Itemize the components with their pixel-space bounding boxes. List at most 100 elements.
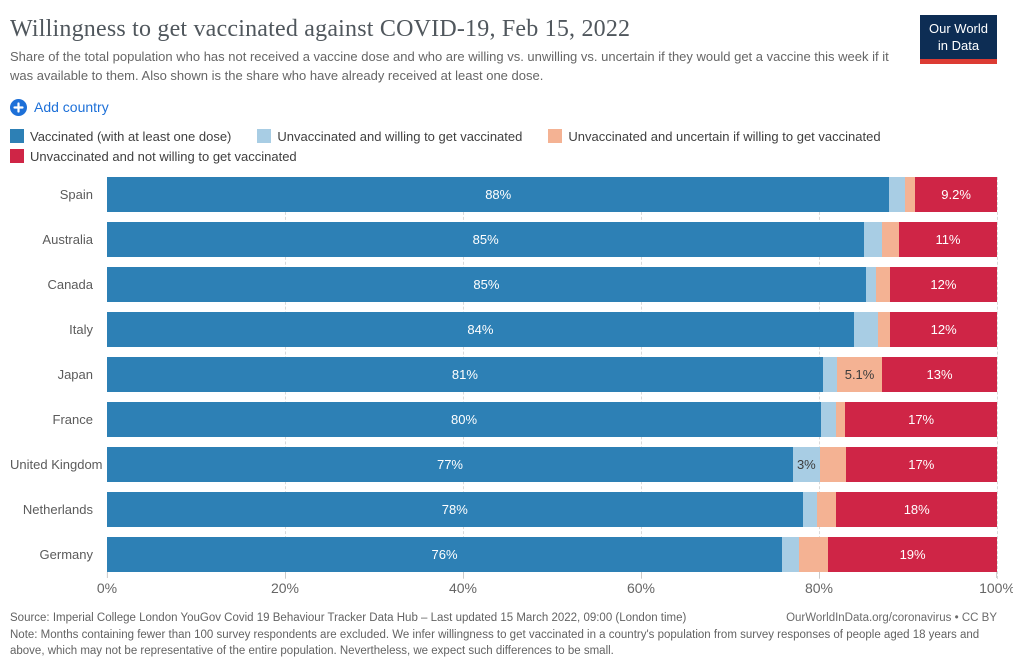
country-label: France [52, 411, 93, 427]
bar-segment-willing[interactable] [889, 176, 906, 212]
tick-label: 20% [270, 579, 300, 596]
bar-segment-unwilling[interactable]: 17% [845, 446, 997, 482]
tick-label: 40% [448, 579, 478, 596]
bar-value-label: 88% [485, 186, 512, 202]
bar-segment-willing[interactable] [853, 311, 878, 347]
page-title: Willingness to get vaccinated against CO… [10, 16, 631, 42]
bar-value-label: 18% [903, 501, 930, 517]
bar-value-label: 78% [441, 501, 468, 517]
bar-segment-uncertain[interactable] [836, 401, 846, 437]
bar-segment-unwilling[interactable]: 19% [828, 536, 997, 572]
legend-swatch-icon [257, 129, 272, 144]
legend-item-willing[interactable]: Unvaccinated and willing to get vaccinat… [257, 129, 522, 144]
bar-segment-willing[interactable] [864, 221, 883, 257]
chart-row: Germany 76% 19% [10, 536, 997, 572]
x-tick-80: 80% [804, 571, 834, 596]
legend-label: Unvaccinated and willing to get vaccinat… [277, 128, 523, 144]
bar-value-label: 85% [473, 276, 500, 292]
bar-segment-willing[interactable] [865, 266, 877, 302]
chart-row: France 80% 17% [10, 401, 997, 437]
bar-segment-willing[interactable] [782, 536, 799, 572]
bar-track: 76% 19% [107, 536, 997, 572]
country-label: Germany [39, 546, 93, 562]
country-label: Spain [59, 186, 93, 202]
x-tick-0: 0% [97, 571, 117, 596]
bar-segment-vaccinated[interactable]: 81% [107, 356, 823, 392]
bar-segment-willing[interactable] [821, 401, 837, 437]
bar-segment-vaccinated[interactable]: 78% [107, 491, 803, 527]
bar-value-label: 17% [908, 456, 935, 472]
bar-segment-unwilling[interactable]: 12% [890, 311, 997, 347]
tick-label: 80% [804, 579, 834, 596]
chart-row: Italy 84% 12% [10, 311, 997, 347]
bar-segment-vaccinated[interactable]: 85% [107, 266, 866, 302]
legend-item-vaccinated[interactable]: Vaccinated (with at least one dose) [10, 129, 231, 144]
tick-label: 100% [979, 579, 1013, 596]
bar-segment-unwilling[interactable]: 13% [882, 356, 997, 392]
bar-track: 80% 17% [107, 401, 997, 437]
chart-row: Australia 85% 11% [10, 221, 997, 257]
owid-logo-line2: in Data [937, 37, 980, 53]
bar-segment-unwilling[interactable]: 12% [889, 266, 997, 302]
owid-logo[interactable]: Our World in Data [920, 15, 997, 64]
legend-item-uncertain[interactable]: Unvaccinated and uncertain if willing to… [548, 129, 881, 144]
bar-track: 81% 5.1% 13% [107, 356, 997, 392]
x-tick-40: 40% [448, 571, 478, 596]
bar-track: 88% 9.2% [107, 176, 997, 212]
bar-track: 85% 11% [107, 221, 997, 257]
tick-mark [996, 571, 998, 578]
bar-value-label: 9.2% [941, 186, 971, 202]
plus-circle-icon [10, 98, 27, 116]
bar-segment-vaccinated[interactable]: 80% [107, 401, 822, 437]
bar-value-label: 84% [467, 321, 494, 337]
x-axis: 0% 20% 40% 60% 80% 100% [97, 571, 1013, 602]
chart-legend: Vaccinated (with at least one dose) Unvac… [10, 129, 997, 164]
add-country-button[interactable]: Add country [10, 98, 109, 116]
bar-segment-uncertain[interactable] [905, 176, 916, 212]
note-text: Note: Months containing fewer than 100 s… [10, 628, 980, 657]
owid-link[interactable]: OurWorldInData.org/coronavirus • CC BY [786, 611, 997, 624]
bar-segment-uncertain[interactable] [816, 491, 837, 527]
bar-segment-vaccinated[interactable]: 76% [107, 536, 783, 572]
bar-segment-uncertain[interactable] [819, 446, 846, 482]
bar-value-label: 13% [926, 366, 953, 382]
chart-row: Netherlands 78% 18% [10, 491, 997, 527]
bar-segment-unwilling[interactable]: 17% [845, 401, 997, 437]
bar-value-label: 17% [908, 411, 935, 427]
legend-item-unwilling[interactable]: Unvaccinated and not willing to get vacc… [10, 149, 297, 164]
tick-mark [462, 571, 464, 578]
bar-segment-uncertain[interactable] [798, 536, 829, 572]
add-country-label: Add country [34, 99, 109, 116]
bar-track: 84% 12% [107, 311, 997, 347]
bar-segment-vaccinated[interactable]: 84% [107, 311, 854, 347]
bar-segment-willing[interactable] [822, 356, 838, 392]
bar-value-label: 12% [930, 276, 957, 292]
legend-swatch-icon [10, 129, 24, 144]
bar-segment-vaccinated[interactable]: 88% [107, 176, 890, 212]
chart-row: Spain 88% 9.2% [10, 176, 997, 212]
tick-label: 60% [626, 579, 656, 596]
bar-segment-willing[interactable]: 3% [792, 446, 820, 482]
bar-segment-willing[interactable] [802, 491, 817, 527]
bar-segment-uncertain[interactable]: 5.1% [837, 356, 883, 392]
legend-swatch-icon [548, 129, 563, 144]
country-label: United Kingdom [10, 456, 103, 472]
bar-segment-unwilling[interactable]: 11% [898, 221, 997, 257]
x-tick-20: 20% [270, 571, 300, 596]
bar-segment-unwilling[interactable]: 9.2% [915, 176, 997, 212]
chart-row: Canada 85% 12% [10, 266, 997, 302]
bar-segment-uncertain[interactable] [877, 311, 891, 347]
owid-logo-line1: Our World [929, 21, 988, 36]
bar-segment-vaccinated[interactable]: 85% [107, 221, 865, 257]
bar-segment-unwilling[interactable]: 18% [836, 491, 997, 527]
bar-segment-uncertain[interactable] [882, 221, 899, 257]
stacked-bar-chart: Spain 88% 9.2% Australia 85% 11% Canada 85% 12% I… [10, 176, 1013, 602]
bar-segment-uncertain[interactable] [876, 266, 890, 302]
bar-track: 78% 18% [107, 491, 997, 527]
x-tick-60: 60% [626, 571, 656, 596]
tick-mark [106, 571, 108, 578]
legend-label: Vaccinated (with at least one dose) [30, 128, 232, 144]
legend-swatch-icon [10, 149, 24, 164]
bar-value-label: 3% [796, 456, 816, 472]
bar-segment-vaccinated[interactable]: 77% [107, 446, 793, 482]
